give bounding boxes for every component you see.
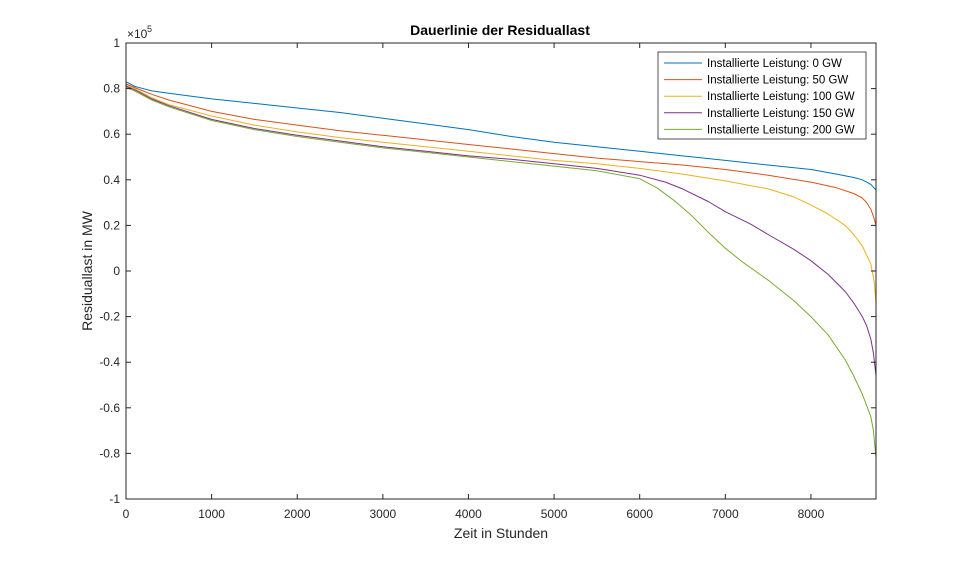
- y-tick-label: 0.4: [103, 173, 120, 187]
- x-tick-label: 0: [123, 507, 130, 521]
- series-line-3: [125, 85, 877, 376]
- x-axis-ticks: 0 1000 2000 3000 4000 5000 6000 7000 8000: [123, 43, 825, 521]
- y-tick-label: 0.6: [103, 127, 120, 141]
- x-tick-label: 1000: [198, 507, 225, 521]
- legend-label-3: Installierte Leistung: 150 GW: [707, 108, 855, 120]
- legend-box: [657, 51, 867, 140]
- chart-title: Dauerlinie der Residuallast: [410, 22, 590, 38]
- legend: Installierte Leistung: 0 GW Installierte …: [657, 51, 867, 140]
- legend-label-0: Installierte Leistung: 0 GW: [707, 58, 842, 70]
- y-exponent-power: 5: [147, 24, 152, 34]
- x-tick-label: 6000: [626, 507, 653, 521]
- series-line-4: [125, 87, 877, 459]
- x-axis-label: Zeit in Stunden: [454, 525, 548, 541]
- series-line-1: [125, 83, 877, 226]
- series-line-2: [125, 84, 877, 303]
- series-layer: [125, 81, 877, 459]
- x-tick-label: 7000: [712, 507, 739, 521]
- legend-label-2: Installierte Leistung: 100 GW: [707, 91, 855, 103]
- legend-label-1: Installierte Leistung: 50 GW: [707, 75, 848, 87]
- y-tick-label: 1: [113, 36, 120, 50]
- y-tick-label: -0.4: [99, 355, 120, 369]
- y-tick-label: 0.2: [103, 218, 120, 232]
- legend-label-4: Installierte Leistung: 200 GW: [707, 124, 855, 136]
- y-axis-ticks: -1 -0.8 -0.6 -0.4 -0.2 0 0.2 0.4 0.6 0.8 1: [99, 36, 876, 506]
- y-exponent-base: ×10: [127, 27, 148, 41]
- y-tick-label: -0.8: [99, 446, 120, 460]
- series-line-0: [125, 81, 877, 191]
- y-tick-label: -1: [109, 492, 120, 506]
- x-tick-label: 2000: [284, 507, 311, 521]
- x-tick-label: 3000: [369, 507, 396, 521]
- x-tick-label: 8000: [798, 507, 825, 521]
- y-tick-label: -0.6: [99, 401, 120, 415]
- x-tick-label: 4000: [455, 507, 482, 521]
- y-tick-label: 0.8: [103, 82, 120, 96]
- y-tick-label: 0: [113, 264, 120, 278]
- x-tick-label: 5000: [541, 507, 568, 521]
- y-tick-label: -0.2: [99, 310, 120, 324]
- y-axis-label: Residuallast in MW: [79, 210, 95, 331]
